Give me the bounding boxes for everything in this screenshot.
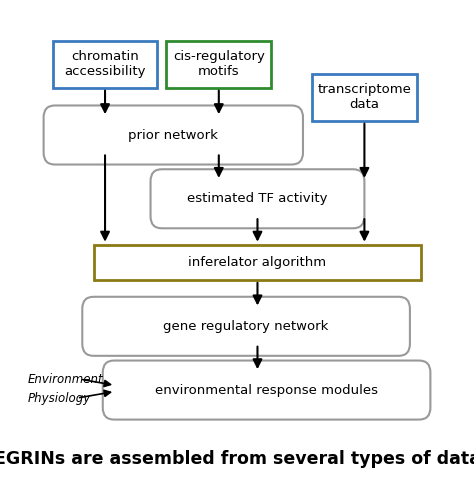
Text: Physiology: Physiology <box>27 392 91 404</box>
Text: inferelator algorithm: inferelator algorithm <box>188 256 327 269</box>
Text: gene regulatory network: gene regulatory network <box>164 320 329 333</box>
FancyBboxPatch shape <box>151 169 365 228</box>
Text: estimated TF activity: estimated TF activity <box>187 192 328 205</box>
Text: transcriptome
data: transcriptome data <box>318 83 411 111</box>
FancyBboxPatch shape <box>103 361 430 420</box>
Text: EGRINs are assembled from several types of data: EGRINs are assembled from several types … <box>0 450 474 467</box>
Text: environmental response modules: environmental response modules <box>155 384 378 397</box>
FancyBboxPatch shape <box>44 105 303 164</box>
FancyBboxPatch shape <box>166 40 271 88</box>
FancyBboxPatch shape <box>312 74 417 121</box>
Text: cis-regulatory
motifs: cis-regulatory motifs <box>173 50 265 78</box>
FancyBboxPatch shape <box>82 297 410 356</box>
Text: chromatin
accessibility: chromatin accessibility <box>64 50 146 78</box>
FancyBboxPatch shape <box>53 40 157 88</box>
Text: Environment: Environment <box>27 373 103 386</box>
FancyBboxPatch shape <box>94 245 421 280</box>
Text: prior network: prior network <box>128 128 218 142</box>
